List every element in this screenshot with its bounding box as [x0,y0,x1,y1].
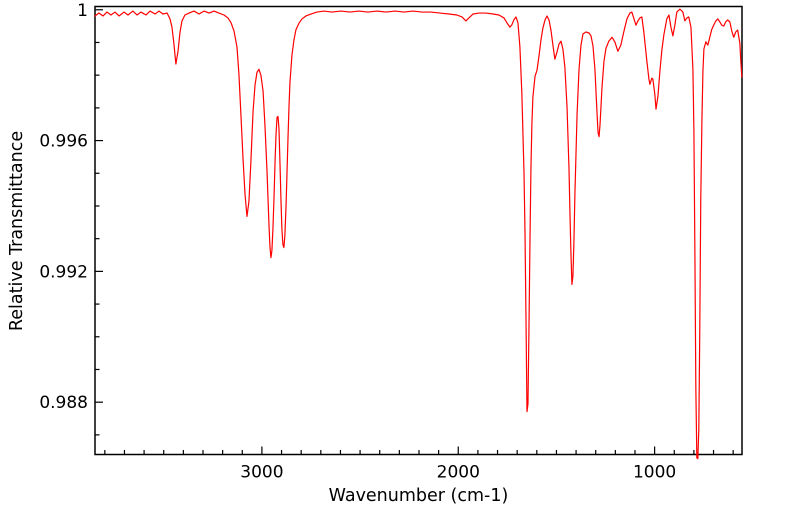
y-axis-ticks [95,9,103,436]
x-tick-label: 2000 [437,463,480,483]
x-axis-ticks [104,446,734,455]
spectrum-trace [94,8,743,460]
y-tick-labels: 1 0.996 0.992 0.988 [39,1,88,413]
x-tick-label: 1000 [633,463,676,483]
y-tick-label: 0.992 [39,262,88,282]
y-tick-label: 0.996 [39,132,88,152]
y-axis-title-text: Relative Transmittance [7,130,27,332]
x-tick-label: 3000 [240,463,283,483]
x-tick-labels: 3000 2000 1000 [240,463,676,483]
y-tick-label: 1 [77,1,88,21]
y-tick-label: 0.988 [39,393,88,413]
axes-box [94,5,743,456]
x-axis-title: Wavenumber (cm-1) [328,486,509,506]
